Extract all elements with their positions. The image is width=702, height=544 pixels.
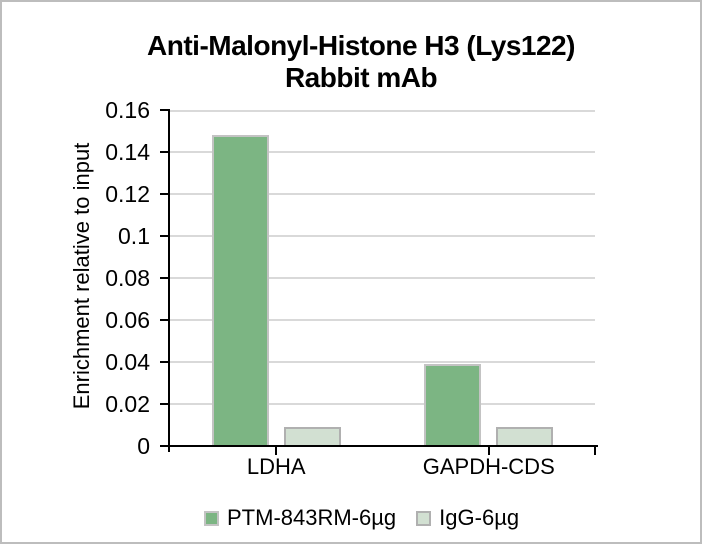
y-tick-label-0.02: 0.02 xyxy=(105,391,150,417)
plot-area xyxy=(170,110,595,446)
bar-gapdh-cds-ptm-843rm-6-g xyxy=(424,364,482,446)
legend-item-ptm-843rm-6-g: PTM-843RM-6µg xyxy=(204,505,396,531)
category-label-gapdh-cds: GAPDH-CDS xyxy=(422,454,555,479)
legend-swatch-igg-6-g xyxy=(416,510,432,526)
x-axis-line xyxy=(168,445,598,447)
y-tick-0.08 xyxy=(160,277,169,279)
legend: PTM-843RM-6µg IgG-6µg xyxy=(204,505,519,531)
y-tick-label-0.12: 0.12 xyxy=(105,181,150,207)
legend-label-ptm-843rm-6-g: PTM-843RM-6µg xyxy=(227,505,397,530)
gridline-0.04 xyxy=(170,361,595,363)
y-tick-label-0.06: 0.06 xyxy=(105,307,150,333)
y-tick-0.14 xyxy=(160,151,169,153)
legend-label-igg-6-g: IgG-6µg xyxy=(439,505,520,530)
y-tick-label-0.16: 0.16 xyxy=(105,97,150,123)
y-tick-label-0.1: 0.1 xyxy=(118,223,150,249)
bar-ldha-ptm-843rm-6-g xyxy=(211,135,269,446)
y-tick-0.16 xyxy=(160,109,169,111)
gridline-0.02 xyxy=(170,403,595,405)
category-label-ldha: LDHA xyxy=(246,454,306,479)
y-tick-0.12 xyxy=(160,193,169,195)
y-tick-0 xyxy=(160,445,169,447)
gridline-0.08 xyxy=(170,277,595,279)
gridline-0.06 xyxy=(170,319,595,321)
gridline-0.16 xyxy=(170,110,595,112)
y-tick-label-0: 0 xyxy=(137,433,150,459)
y-tick-0.06 xyxy=(160,319,169,321)
x-tick-ldha xyxy=(275,447,278,455)
bar-gapdh-cds-igg-6-g xyxy=(496,427,554,446)
chart-title: Anti-Malonyl-Histone H3 (Lys122) Rabbit … xyxy=(41,30,681,94)
y-tick-0.04 xyxy=(160,361,169,363)
gridline-0.14 xyxy=(170,151,595,153)
legend-swatch-ptm-843rm-6-g xyxy=(204,510,219,526)
y-axis-line xyxy=(168,109,170,452)
bar-ldha-igg-6-g xyxy=(283,427,341,446)
x-tick-gapdh-cds xyxy=(487,447,490,455)
y-tick-label-0.04: 0.04 xyxy=(105,349,150,375)
gridline-0.1 xyxy=(170,235,595,237)
y-tick-0.02 xyxy=(160,403,169,405)
y-tick-0.1 xyxy=(160,235,169,237)
y-tick-label-0.08: 0.08 xyxy=(105,265,150,291)
chart-title-line2: Rabbit mAb xyxy=(284,62,438,93)
chart-title-line1: Anti-Malonyl-Histone H3 (Lys122) xyxy=(147,30,575,61)
legend-item-igg-6-g: IgG-6µg xyxy=(416,505,519,531)
gridline-0.12 xyxy=(170,193,595,195)
y-tick-label-0.14: 0.14 xyxy=(105,139,150,165)
x-tick-axis-end xyxy=(594,447,596,455)
